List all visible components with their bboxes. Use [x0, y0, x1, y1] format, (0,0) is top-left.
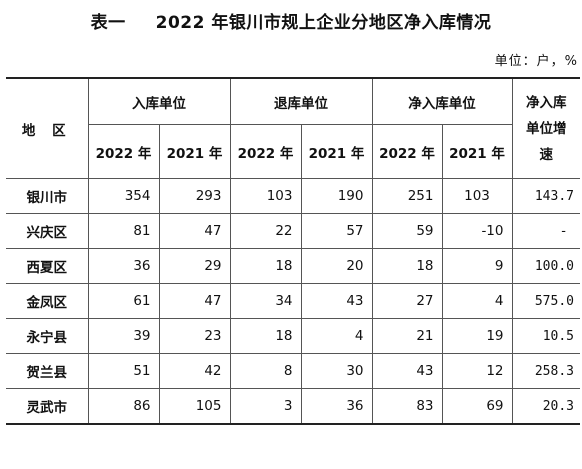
exit-2022-cell: 34	[229, 283, 302, 319]
exit-2021-cell: 190	[300, 178, 373, 214]
net-2022-cell: 21	[371, 318, 443, 354]
exit-2022-cell: 22	[229, 213, 302, 249]
exit-2021-cell: 20	[300, 248, 373, 284]
header-row-years: 2022 年 2021 年 2022 年 2021 年 2022 年 2021 …	[6, 124, 580, 179]
table-number: 表一	[90, 13, 126, 33]
net-2022-cell: 59	[371, 213, 443, 249]
net-2021-cell: 4	[441, 283, 513, 319]
entry-2021-cell: 29	[158, 248, 231, 284]
exit-2022-header: 2022 年	[229, 124, 302, 179]
net-2022-header: 2022 年	[371, 124, 443, 179]
table-row: 灵武市 86 105 3 36 83 69 20.3	[6, 388, 580, 425]
exit-2021-cell: 4	[300, 318, 373, 354]
net-2021-cell: 103	[441, 178, 513, 214]
net-2022-cell: 43	[371, 353, 443, 389]
region-cell: 永宁县	[6, 318, 89, 354]
entry-2021-cell: 293	[158, 178, 231, 214]
exit-2021-cell: 30	[300, 353, 373, 389]
table-row: 西夏区 36 29 18 20 18 9 100.0	[6, 248, 580, 284]
exit-2022-cell: 18	[229, 248, 302, 284]
net-2021-cell: 19	[441, 318, 513, 354]
growth-cell: -	[511, 213, 580, 249]
entry-2021-cell: 105	[158, 388, 231, 425]
entry-2022-cell: 354	[87, 178, 160, 214]
exit-2021-header: 2021 年	[300, 124, 373, 179]
exit-2022-cell: 103	[229, 178, 302, 214]
entry-2021-cell: 47	[158, 213, 231, 249]
exit-2022-cell: 18	[229, 318, 302, 354]
entry-2021-cell: 42	[158, 353, 231, 389]
entry-2022-header: 2022 年	[88, 124, 160, 179]
table-row: 兴庆区 81 47 22 57 59 -10 -	[6, 213, 580, 249]
region-header: 地 区	[6, 77, 89, 179]
growth-cell: 10.5	[511, 318, 580, 354]
unit-label: 单位：户，%	[494, 54, 578, 69]
net-2022-cell: 27	[371, 283, 443, 319]
region-cell: 金凤区	[6, 283, 89, 319]
net-entry-table: 地 区 入库单位 退库单位 净入库单位 净入库 单位增 速 2022 年 202…	[6, 77, 580, 425]
entry-2022-cell: 81	[87, 213, 160, 249]
entry-2022-cell: 86	[87, 388, 160, 425]
table-row: 金凤区 61 47 34 43 27 4 575.0	[6, 283, 580, 319]
net-2021-cell: 9	[441, 248, 513, 284]
growth-cell: 100.0	[511, 248, 580, 284]
region-cell: 灵武市	[6, 388, 89, 425]
entry-2021-header: 2021 年	[158, 124, 231, 179]
net-2021-cell: 69	[441, 388, 513, 425]
entry-2022-cell: 61	[87, 283, 160, 319]
growth-cell: 575.0	[511, 283, 580, 319]
entry-2022-cell: 39	[87, 318, 160, 354]
net-group-header: 净入库单位	[371, 77, 513, 125]
entry-2021-cell: 23	[158, 318, 231, 354]
page-title: 表一 2022 年银川市规上企业分地区净入库情况	[0, 8, 582, 33]
entry-2022-cell: 51	[87, 353, 160, 389]
table-title: 2022 年银川市规上企业分地区净入库情况	[155, 13, 492, 33]
exit-2022-cell: 3	[229, 388, 302, 425]
header-row-group: 地 区 入库单位 退库单位 净入库单位 净入库 单位增 速	[6, 77, 580, 179]
table-row: 贺兰县 51 42 8 30 43 12 258.3	[6, 353, 580, 389]
region-cell: 银川市	[6, 178, 89, 214]
exit-2021-cell: 43	[300, 283, 373, 319]
growth-cell: 20.3	[511, 388, 580, 425]
exit-2021-cell: 36	[300, 388, 373, 425]
table-row: 银川市 354 293 103 190 251 103 143.7	[6, 178, 580, 214]
entry-group-header: 入库单位	[87, 77, 231, 125]
table-row: 永宁县 39 23 18 4 21 19 10.5	[6, 318, 580, 354]
exit-2021-cell: 57	[300, 213, 373, 249]
growth-header-line: 速	[539, 146, 554, 163]
growth-header-line: 净入库	[526, 94, 567, 111]
growth-header: 净入库 单位增 速	[511, 77, 580, 179]
growth-cell: 258.3	[511, 353, 580, 389]
region-cell: 兴庆区	[6, 213, 89, 249]
net-2022-cell: 83	[371, 388, 443, 425]
exit-2022-cell: 8	[229, 353, 302, 389]
growth-header-line: 单位增	[526, 120, 567, 137]
entry-2022-cell: 36	[87, 248, 160, 284]
exit-group-header: 退库单位	[229, 77, 373, 125]
entry-2021-cell: 47	[158, 283, 231, 319]
net-2022-cell: 251	[371, 178, 443, 214]
net-2021-header: 2021 年	[441, 124, 512, 179]
region-cell: 西夏区	[6, 248, 89, 284]
net-2022-cell: 18	[371, 248, 443, 284]
net-2021-cell: -10	[441, 213, 513, 249]
growth-cell: 143.7	[511, 178, 580, 214]
net-2021-cell: 12	[441, 353, 513, 389]
region-cell: 贺兰县	[6, 353, 89, 389]
